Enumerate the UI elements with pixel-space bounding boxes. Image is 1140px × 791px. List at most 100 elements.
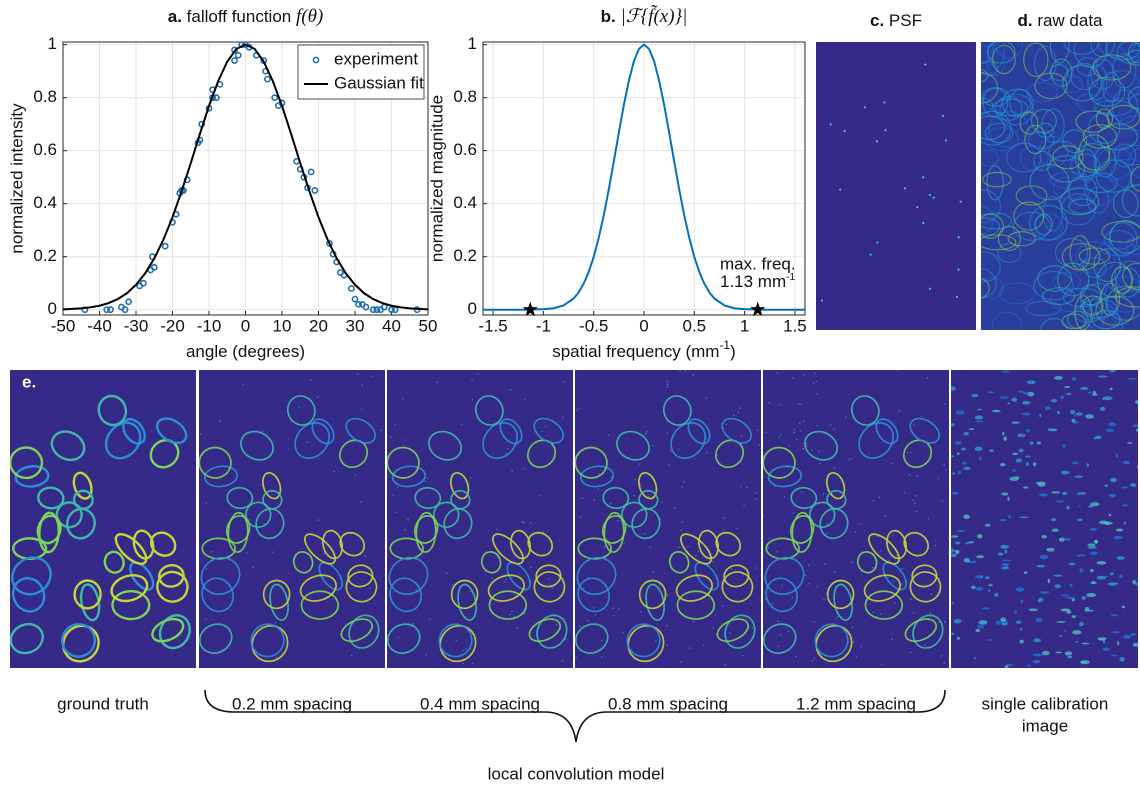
noise [712,626,714,629]
psf-dot [957,268,960,271]
noise [851,561,853,564]
noise [1087,545,1097,549]
noise [516,626,519,629]
noise [1135,582,1138,586]
ring [533,417,565,444]
noise [1135,428,1138,432]
data-point [373,306,381,314]
noise [600,656,603,659]
ring [10,622,44,655]
noise [813,382,815,384]
noise [834,571,836,573]
reconstruction-image [763,370,949,668]
noise [394,423,397,426]
ring [262,579,291,610]
noise [521,520,523,523]
noise [681,486,683,488]
axes-frame [482,41,806,316]
x-tick-label: 0.5 [682,316,706,335]
noise [561,659,564,662]
raw-ring [1114,260,1140,292]
ring [72,471,93,500]
noise [601,639,603,642]
noise [916,555,918,558]
noise [575,657,577,659]
noise [1054,376,1063,380]
noise [934,544,937,547]
noise [1023,486,1029,489]
noise [957,470,962,474]
ring [158,614,191,650]
noise [912,499,915,502]
noise [906,451,909,454]
noise [579,516,582,519]
noise [652,570,655,573]
psf-dot [875,140,879,143]
ring [482,422,519,460]
noise [660,501,663,504]
noise [455,639,457,642]
noise [818,450,821,453]
legend-label: experiment [334,49,418,68]
noise [1079,621,1084,627]
x-axis-label-end: ) [730,342,736,361]
noise [395,511,397,514]
x-tick-label: -40 [87,316,112,335]
raw-ring [981,213,1004,239]
raw-ring [1088,112,1121,144]
noise [780,434,782,436]
ring [37,486,65,510]
noise [199,433,202,436]
noise [542,531,545,533]
noise [298,406,301,409]
noise [263,523,265,525]
noise [852,641,855,643]
noise [791,596,794,599]
noise [1062,444,1066,448]
noise [1019,627,1023,631]
y-tick-label: 0 [468,299,477,318]
ring [428,430,463,461]
noise [392,494,395,496]
caption: 0.2 mm spacing [232,694,352,713]
noise [477,373,479,375]
noise [777,620,779,622]
noise [1004,549,1008,554]
data-point [107,306,114,314]
raw-ring [981,234,1017,251]
noise [607,434,610,436]
psf-dot [941,114,944,117]
ring [903,531,930,557]
noise [1105,522,1110,526]
noise [847,459,850,461]
ring [903,439,933,469]
x-tick-label: 0 [639,316,648,335]
noise [1072,421,1080,424]
noise [368,587,371,589]
noise [444,526,447,528]
raw-ring [1113,143,1137,168]
noise [826,532,829,534]
noise [245,552,248,554]
panel-label: d. [1017,11,1032,30]
noise [938,621,940,624]
noise [583,587,585,590]
noise [995,620,1001,625]
noise [645,432,648,434]
noise [813,621,816,624]
noise [1079,568,1083,573]
noise [261,430,264,433]
noise [915,494,917,497]
data-point [369,306,377,314]
noise [975,628,981,633]
ring [680,533,713,565]
noise [1067,655,1073,658]
noise [835,617,837,619]
ring [103,550,125,574]
raw-ring [1086,303,1117,330]
noise [658,584,661,586]
noise [777,645,780,648]
raw-ring [1083,175,1116,206]
noise [613,614,615,617]
noise [763,515,764,518]
